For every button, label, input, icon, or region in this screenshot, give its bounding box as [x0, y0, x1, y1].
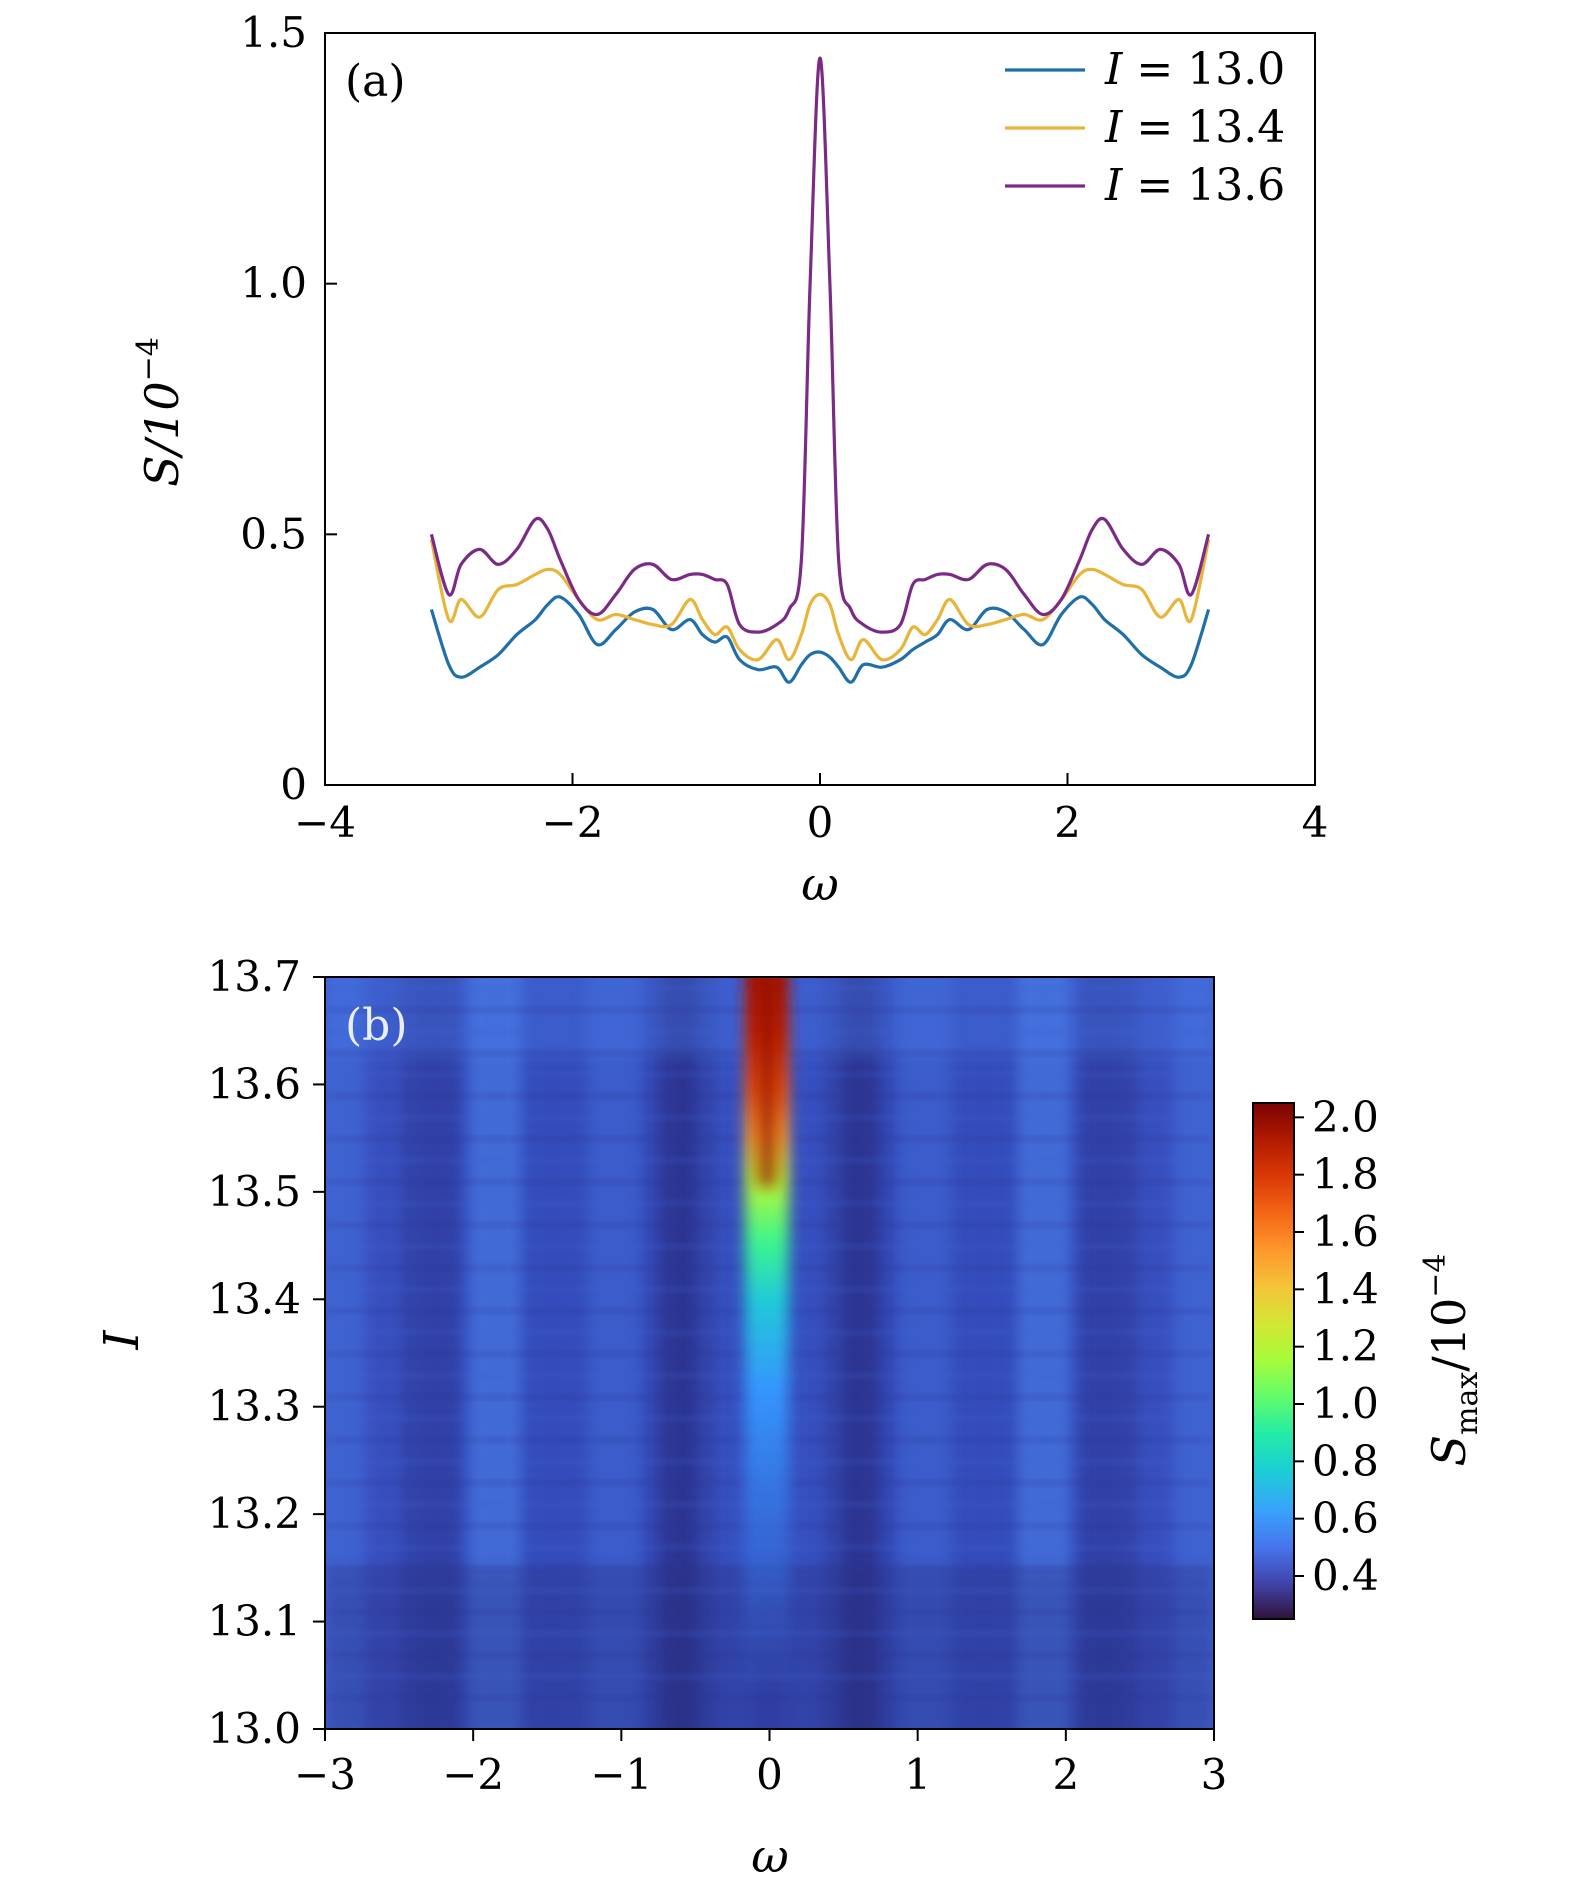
panel-b-ytick-label: 13.4: [207, 1274, 301, 1323]
panel-b-xtick-label: 0: [756, 1750, 783, 1799]
panel-a-ytick-label: 1.5: [240, 8, 307, 57]
series-line-13.4: [429, 538, 1211, 662]
panel-b-xtick-label: 3: [1201, 1750, 1228, 1799]
panel-b-ytick-label: 13.2: [207, 1489, 301, 1538]
colorbar-label-rest: /10: [1422, 1298, 1476, 1372]
panel-a-ylabel-exponent: −4: [131, 337, 166, 381]
panel-b-xtick-label: 1: [904, 1750, 931, 1799]
legend-entry-13.4: I = 13.4: [1104, 102, 1285, 153]
series-line-13.6: [429, 56, 1211, 634]
colorbar-tick-label: 2.0: [1312, 1092, 1379, 1141]
panel-b-xtick-label: −2: [442, 1750, 504, 1799]
heatmap-peak-core: [757, 977, 777, 1187]
series-line-13.0: [429, 595, 1211, 684]
legend-entry-13.6: I = 13.6: [1104, 160, 1285, 211]
panel-b-ytick-label: 13.6: [207, 1059, 301, 1108]
panel-b-xtick-label: −3: [294, 1750, 356, 1799]
legend-entry-13.0: I = 13.0: [1104, 44, 1285, 95]
colorbar-label-exponent: −4: [1418, 1253, 1453, 1297]
colorbar: [1252, 1102, 1295, 1620]
panel-b-xtick-label: −1: [590, 1750, 652, 1799]
panel-a-label: (a): [345, 56, 406, 107]
panel-b-heatmap: −3 −2 −1 0 1 2 3 13.0 13.1 13.2 13.3 13.4 13.5 13.6 13…: [94, 952, 1485, 1880]
colorbar-tick-label: 1.4: [1312, 1264, 1379, 1313]
panel-a-xtick-label: 0: [807, 798, 834, 847]
panel-b-ytick-label: 13.5: [207, 1167, 301, 1216]
panel-a-xtick-label: 4: [1302, 798, 1329, 847]
panel-b-ytick-label: 13.7: [207, 952, 301, 1001]
panel-a-xlabel: ω: [801, 857, 839, 911]
panel-b-ylabel: I: [94, 1329, 150, 1350]
colorbar-tick-label: 1.0: [1312, 1379, 1379, 1428]
panel-b-label: (b): [345, 1000, 408, 1051]
colorbar-tick-label: 1.8: [1312, 1150, 1379, 1199]
panel-a-xtick-label: −4: [294, 798, 356, 847]
panel-a-xtick-label: −2: [542, 798, 604, 847]
panel-a-ytick-label: 0: [280, 760, 307, 809]
panel-b-ytick-label: 13.0: [207, 1704, 301, 1753]
panel-a-ylabel: S/10−4: [131, 337, 189, 487]
panel-a-line-chart: −4 −2 0 2 400.51.01.5 (a) I = 13.0I = 13.4I …: [131, 8, 1328, 911]
panel-a-ytick-label: 0.5: [240, 509, 307, 558]
panel-b-ytick-label: 13.1: [207, 1597, 301, 1646]
panel-b-ytick-label: 13.3: [207, 1382, 301, 1431]
panel-a-xtick-label: 2: [1054, 798, 1081, 847]
panel-b-xtick-label: 2: [1052, 1750, 1079, 1799]
colorbar-label: Smax/10−4: [1418, 1253, 1485, 1466]
colorbar-label-sub: max: [1450, 1372, 1485, 1435]
panel-b-xlabel: ω: [751, 1829, 789, 1880]
colorbar-tick-label: 1.6: [1312, 1207, 1379, 1256]
colorbar-tick-label: 0.8: [1312, 1436, 1379, 1485]
colorbar-label-main: S: [1422, 1435, 1476, 1467]
panel-a-legend: I = 13.0 I = 13.4 I = 13.6: [1005, 44, 1285, 211]
colorbar-tick-label: 1.2: [1312, 1322, 1379, 1371]
colorbar-tick-label: 0.4: [1312, 1551, 1379, 1600]
colorbar-tick-label: 0.6: [1312, 1494, 1379, 1543]
panel-a-ytick-label: 1.0: [240, 259, 307, 308]
panel-a-ylabel-main: S/10: [135, 381, 189, 487]
